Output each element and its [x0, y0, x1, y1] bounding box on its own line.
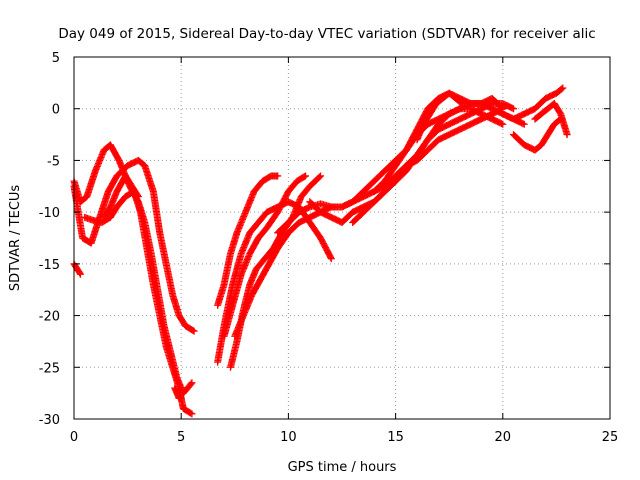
series-arc-4 [70, 260, 84, 278]
y-tick-label: -20 [39, 310, 60, 325]
y-axis-label: SDTVAR / TECUs [8, 185, 23, 292]
series-arc-9 [220, 172, 310, 340]
chart-title: Day 049 of 2015, Sidereal Day-to-day VTE… [58, 26, 595, 42]
series-arc-1 [70, 141, 196, 397]
series-arc-14 [349, 100, 528, 226]
y-tick-label: -15 [39, 258, 60, 273]
data-point [458, 100, 466, 108]
data-point [177, 394, 185, 402]
x-tick-label: 5 [177, 430, 185, 445]
series-arc-3 [81, 187, 196, 418]
data-point [327, 253, 335, 261]
data-point [317, 172, 325, 180]
data-point [188, 410, 196, 418]
data-point [189, 326, 197, 334]
data-point [499, 120, 507, 128]
data-point [188, 379, 196, 387]
series-arc-5 [100, 172, 142, 221]
x-tick-label: 0 [70, 430, 78, 445]
x-tick-label: 20 [495, 430, 512, 445]
series-arc-19 [531, 100, 571, 139]
x-tick-label: 10 [280, 430, 297, 445]
axis-ticks: 0 5 10 15 20 25 5 0 -5 -10 -15 -20 -25 -30 [39, 51, 619, 445]
data-point [300, 173, 308, 181]
series-arc-8 [214, 198, 335, 366]
data-point [134, 193, 142, 201]
data-point [558, 85, 566, 93]
data-point [187, 409, 195, 417]
y-tick-label: 0 [52, 103, 60, 118]
x-tick-label: 15 [387, 430, 404, 445]
series-arc-15 [370, 105, 507, 195]
data-point [510, 105, 518, 113]
data-point [563, 131, 571, 139]
y-tick-label: -10 [39, 206, 60, 221]
data-point [559, 84, 567, 92]
data-point [315, 173, 323, 181]
y-tick-label: 5 [52, 51, 60, 66]
series-arc-7 [214, 172, 282, 309]
x-tick-label: 25 [602, 430, 619, 445]
series-arc-17 [499, 84, 567, 123]
y-tick-label: -25 [39, 361, 60, 376]
plot-frame [73, 56, 611, 420]
series-arc-6 [171, 384, 185, 402]
data-point [76, 269, 84, 277]
series-arc-16 [413, 89, 466, 144]
data-point [76, 270, 84, 278]
x-axis-label: GPS time / hours [288, 460, 397, 475]
series-arc-2 [70, 156, 198, 335]
data-point [520, 120, 528, 128]
data-point [274, 172, 282, 180]
y-tick-label: -5 [47, 154, 60, 169]
data-point [190, 327, 198, 335]
data-point [134, 191, 142, 199]
data-series [70, 84, 571, 418]
data-point [187, 380, 195, 388]
data-point [302, 172, 310, 180]
data-point [457, 99, 465, 107]
data-point [327, 255, 335, 263]
y-tick-label: -30 [39, 413, 60, 428]
